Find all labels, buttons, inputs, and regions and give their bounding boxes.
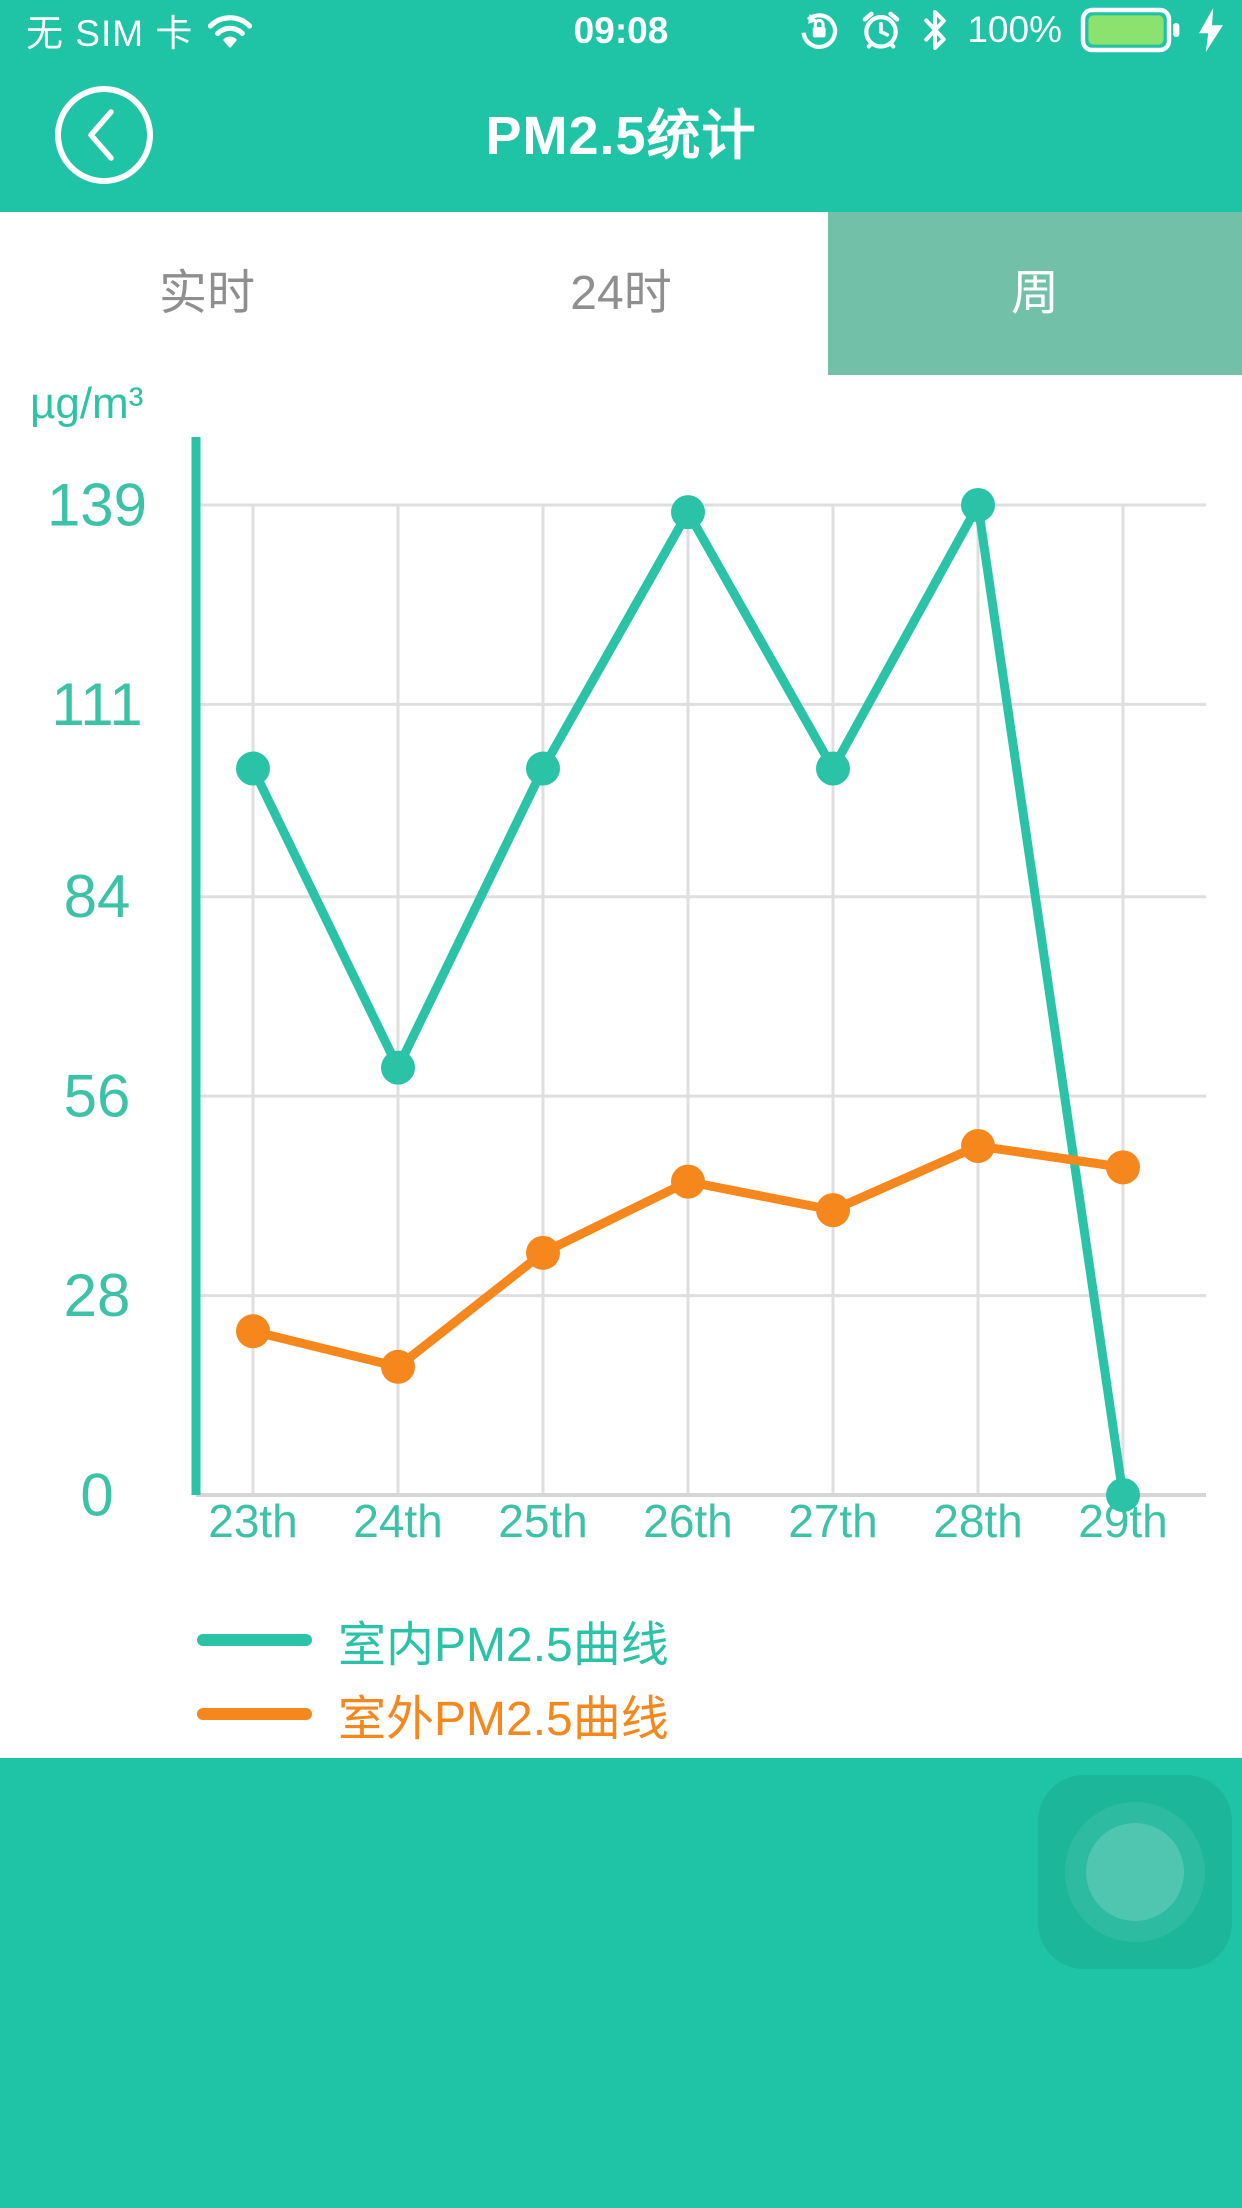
chevron-left-icon: [88, 109, 114, 161]
tab-realtime[interactable]: 实时: [158, 267, 255, 320]
x-tick-label: 25th: [498, 1495, 588, 1547]
legend-item-indoor: 室内PM2.5曲线: [197, 1603, 669, 1677]
legend-label-outdoor: 室外PM2.5曲线: [338, 1693, 669, 1746]
page-title: PM2.5统计: [485, 106, 757, 166]
y-tick-label: 84: [64, 863, 131, 930]
legend-swatch-indoor: [197, 1634, 312, 1646]
data-point: [381, 1050, 415, 1085]
y-tick-label: 111: [51, 671, 142, 738]
x-tick-label: 24th: [353, 1495, 443, 1547]
data-point: [526, 1235, 560, 1270]
data-point: [526, 751, 560, 786]
charging-bolt-icon: [1199, 8, 1223, 52]
nav-header: PM2.5统计: [0, 60, 1242, 212]
floating-action-button[interactable]: [1038, 1775, 1232, 1969]
data-point: [816, 1193, 850, 1228]
legend-swatch-outdoor: [197, 1708, 312, 1720]
data-point: [671, 495, 705, 530]
x-tick-label: 27th: [788, 1495, 878, 1547]
legend-label-indoor: 室内PM2.5曲线: [338, 1619, 669, 1672]
wifi-icon: [208, 15, 253, 48]
x-tick-label: 28th: [933, 1495, 1023, 1547]
data-point: [816, 751, 850, 786]
pm25-line-chart: 23th 24th 25th 26th 27th 28th 29th139111845628…: [47, 437, 1206, 1547]
legend-item-outdoor: 室外PM2.5曲线: [197, 1677, 669, 1751]
y-tick-label: 56: [64, 1063, 131, 1130]
back-button[interactable]: [55, 86, 153, 184]
data-point: [961, 1129, 995, 1164]
status-bar-right: 100%: [797, 0, 1224, 60]
x-tick-label: 26th: [643, 1495, 733, 1547]
y-tick-label: 0: [80, 1462, 113, 1529]
data-point: [236, 751, 270, 786]
status-bar-left: 无 SIM 卡: [26, 0, 253, 60]
data-point: [1106, 1478, 1140, 1512]
data-point: [236, 1314, 270, 1349]
alarm-icon: [863, 11, 900, 49]
chart-legend: 室内PM2.5曲线 室外PM2.5曲线: [197, 1603, 669, 1751]
x-tick-label: 23th: [208, 1495, 298, 1547]
battery-percent-label: 100%: [967, 9, 1062, 50]
data-point: [961, 488, 995, 522]
tab-24h[interactable]: 24时: [570, 267, 672, 320]
chart-section: µg/m³ 23th 24th 25th 26th 27th 28th 29th 139 111…: [0, 375, 1242, 1758]
fab-inner-circle: [1086, 1823, 1184, 1921]
carrier-label: 无 SIM 卡: [26, 13, 194, 54]
y-tick-label: 28: [64, 1262, 131, 1329]
tab-week[interactable]: 周: [828, 212, 1242, 375]
data-point: [1106, 1150, 1140, 1185]
clock-time: 09:08: [573, 10, 669, 51]
footer-bar: [0, 1758, 1242, 2208]
status-bar: 无 SIM 卡 09:08 10: [0, 0, 1242, 60]
y-tick-label: 139: [47, 472, 147, 539]
data-point: [381, 1349, 415, 1384]
tab-bar: 实时 24时 周: [0, 212, 1242, 375]
y-axis-unit-label: µg/m³: [30, 379, 144, 428]
rotation-lock-icon: [801, 13, 838, 49]
battery-icon: [1080, 7, 1180, 53]
bluetooth-icon: [924, 10, 947, 50]
data-point: [671, 1164, 705, 1199]
fab-ring: [1065, 1802, 1205, 1942]
